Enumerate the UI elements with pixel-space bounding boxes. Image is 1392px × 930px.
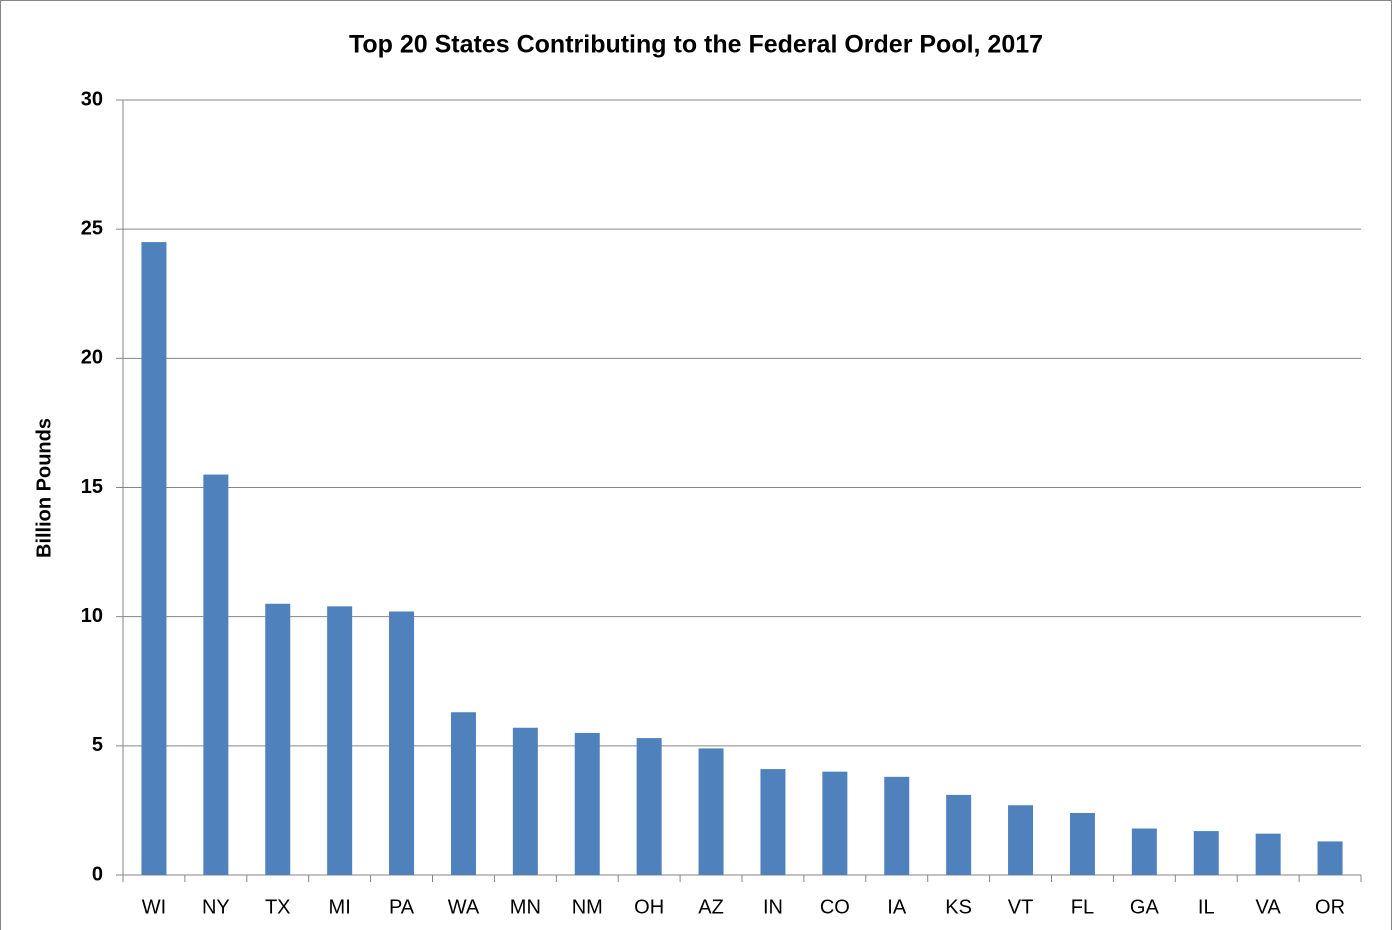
bar xyxy=(1317,841,1343,875)
x-tick-label: IL xyxy=(1198,896,1215,918)
bar xyxy=(946,794,972,875)
x-tick-label: WI xyxy=(142,896,166,918)
x-tick-label: TX xyxy=(265,896,291,918)
y-tick-label: 15 xyxy=(81,476,103,498)
bar xyxy=(574,732,600,875)
bar xyxy=(1255,833,1281,875)
bar xyxy=(450,712,476,875)
x-tick-label: MN xyxy=(510,896,541,918)
x-tick-label: IA xyxy=(887,896,907,918)
y-tick-label: 0 xyxy=(92,863,103,885)
x-tick-label: NY xyxy=(202,896,230,918)
bar xyxy=(389,611,415,875)
bar xyxy=(327,606,353,875)
bar xyxy=(141,242,167,876)
x-tick-label: VA xyxy=(1256,896,1282,918)
bar xyxy=(1008,805,1034,875)
bar xyxy=(512,727,538,875)
y-tick-label: 10 xyxy=(81,605,103,627)
x-tick-label: KS xyxy=(945,896,972,918)
bar xyxy=(698,748,724,875)
x-tick-label: GA xyxy=(1130,896,1160,918)
x-tick-label: WA xyxy=(448,896,480,918)
x-tick-label: PA xyxy=(389,896,415,918)
bar xyxy=(1069,813,1095,875)
bar xyxy=(1131,828,1157,875)
y-tick-label: 30 xyxy=(81,88,103,110)
x-tick-label: CO xyxy=(820,896,850,918)
x-tick-label: OH xyxy=(634,896,664,918)
chart-title: Top 20 States Contributing to the Federa… xyxy=(349,31,1043,59)
y-tick-label: 25 xyxy=(81,217,103,239)
x-tick-label: IN xyxy=(763,896,783,918)
bar xyxy=(884,776,910,875)
bar xyxy=(822,771,848,875)
x-tick-label: NM xyxy=(572,896,603,918)
y-axis-label: Billion Pounds xyxy=(33,418,55,558)
x-tick-label: FL xyxy=(1071,896,1094,918)
bar xyxy=(203,474,229,875)
bar xyxy=(636,738,662,875)
x-tick-label: MI xyxy=(329,896,351,918)
bar xyxy=(760,769,786,875)
bar xyxy=(1193,831,1219,875)
x-tick-label: VT xyxy=(1008,896,1034,918)
y-tick-label: 5 xyxy=(92,734,103,756)
x-tick-label: OR xyxy=(1315,896,1345,918)
bar xyxy=(265,603,291,875)
y-tick-label: 20 xyxy=(81,347,103,369)
x-tick-label: AZ xyxy=(698,896,724,918)
